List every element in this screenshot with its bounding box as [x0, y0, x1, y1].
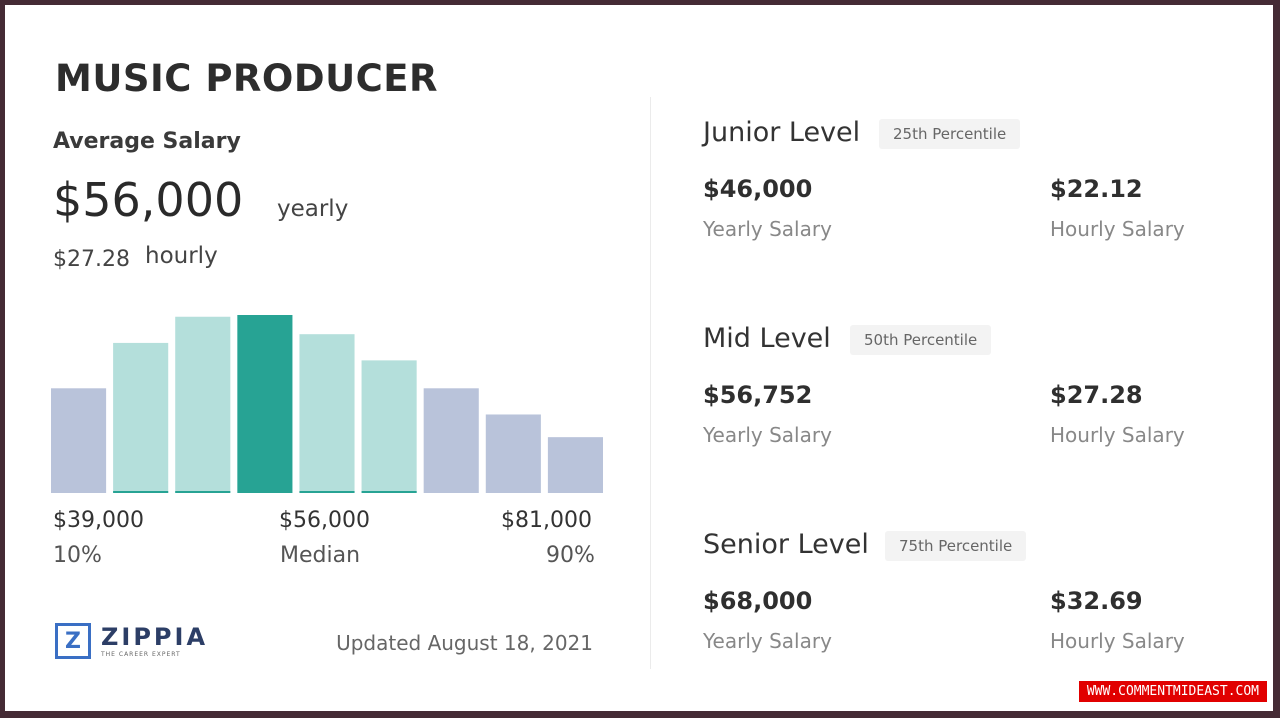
level-hourly-value: $32.69 [1050, 587, 1143, 615]
level-yearly-label: Yearly Salary [703, 629, 832, 653]
level-hourly-label: Hourly Salary [1050, 217, 1185, 241]
updated-date: Updated August 18, 2021 [336, 631, 593, 655]
level-hourly-label: Hourly Salary [1050, 423, 1185, 447]
range-median-label: Median [280, 543, 361, 568]
logo-name: ZIPPIA [101, 622, 209, 651]
level-name: Junior Level [703, 117, 861, 148]
percentile-badge: 75th Percentile [885, 531, 1027, 561]
salary-histogram [51, 315, 603, 493]
average-hourly-unit: hourly [145, 243, 218, 269]
level-yearly-label: Yearly Salary [703, 423, 832, 447]
logo-tagline: THE CAREER EXPERT [101, 650, 181, 658]
level-yearly-value: $68,000 [703, 587, 813, 615]
average-hourly-amount: $27.28 [53, 247, 130, 272]
watermark-link[interactable]: WWW.COMMENTMIDEAST.COM [1078, 681, 1267, 702]
histogram-bar [361, 360, 417, 493]
level-yearly-value: $46,000 [703, 175, 813, 203]
histogram-bar-median [237, 315, 293, 493]
level-yearly-value: $56,752 [703, 381, 813, 409]
histogram-bar [423, 388, 479, 493]
average-salary-label: Average Salary [53, 129, 241, 154]
histogram-bar [547, 437, 603, 493]
level-name: Senior Level [703, 529, 869, 560]
zippia-logo[interactable]: Z ZIPPIA THE CAREER EXPERT [55, 623, 208, 659]
zippia-logo-icon: Z [55, 623, 91, 659]
histogram-bar [485, 414, 541, 493]
range-low-label: 10% [53, 543, 102, 568]
histogram-bar-underline [299, 491, 355, 493]
range-high-label: 90% [546, 543, 595, 568]
level-name: Mid Level [703, 323, 831, 354]
average-yearly-amount: $56,000 [53, 173, 244, 227]
page-title: MUSIC PRODUCER [55, 57, 439, 100]
range-median-value: $56,000 [279, 508, 370, 533]
range-high-value: $81,000 [501, 508, 592, 533]
level-hourly-value: $27.28 [1050, 381, 1143, 409]
average-yearly-unit: yearly [277, 196, 349, 222]
histogram-bar-underline [113, 491, 169, 493]
histogram-bar [299, 334, 355, 493]
histogram-bar-underline [175, 491, 231, 493]
range-low-value: $39,000 [53, 508, 144, 533]
level-yearly-label: Yearly Salary [703, 217, 832, 241]
column-divider [650, 97, 651, 669]
level-hourly-value: $22.12 [1050, 175, 1143, 203]
percentile-badge: 25th Percentile [879, 119, 1021, 149]
histogram-bar-underline [361, 491, 417, 493]
salary-card: MUSIC PRODUCER Average Salary $56,000 ye… [5, 5, 1273, 711]
histogram-bar [175, 316, 231, 493]
histogram-bar [51, 388, 107, 493]
level-hourly-label: Hourly Salary [1050, 629, 1185, 653]
percentile-badge: 50th Percentile [850, 325, 992, 355]
histogram-bar [113, 342, 169, 493]
